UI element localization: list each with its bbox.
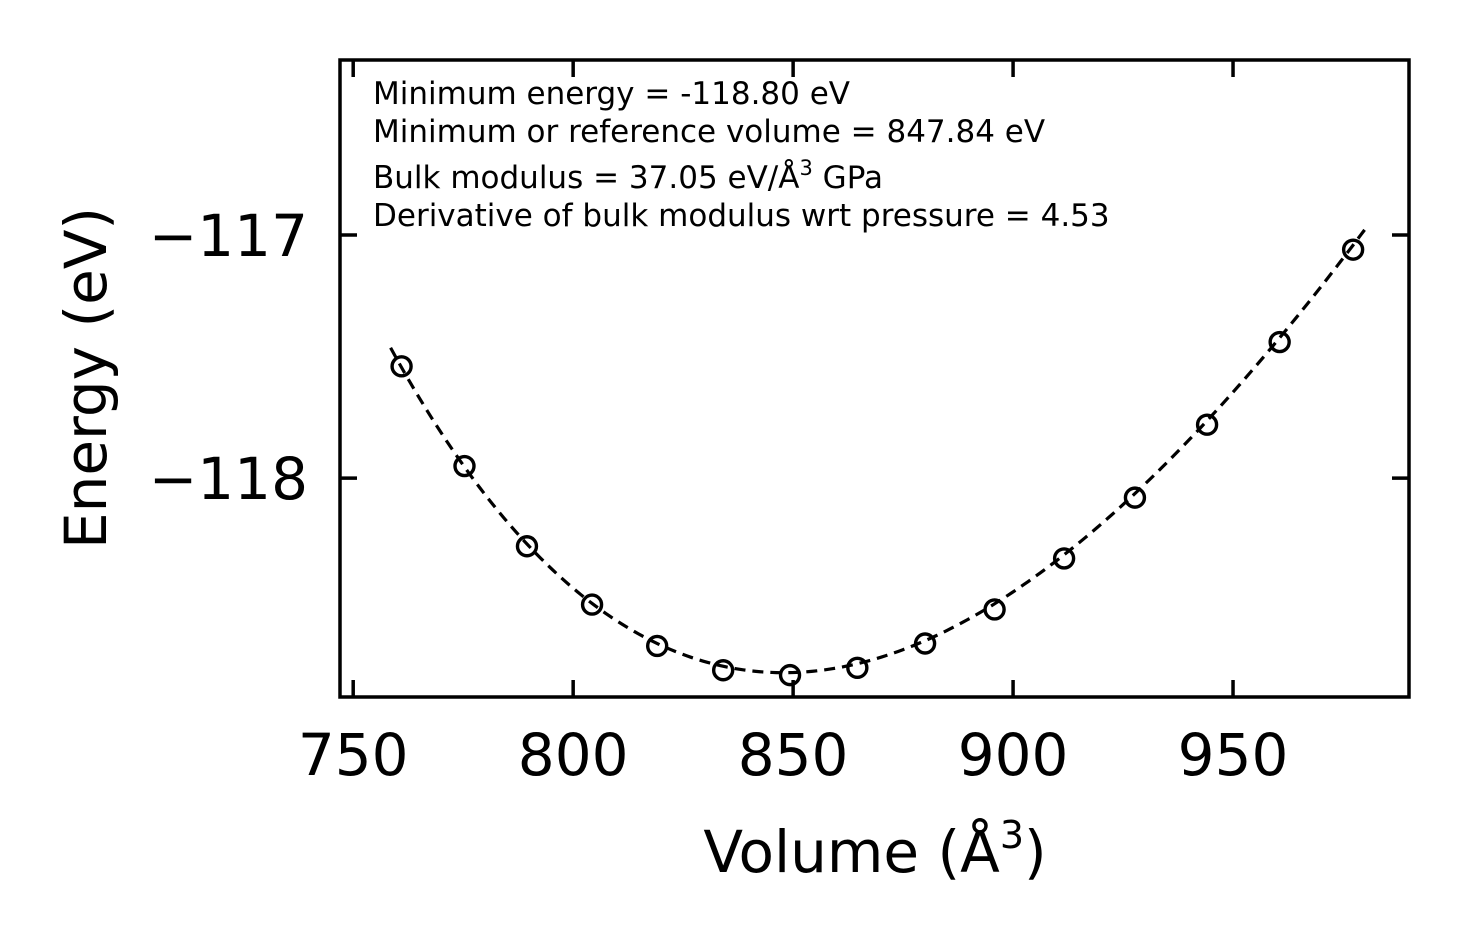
annotation-box: Minimum energy = -118.80 eV Minimum or r… (373, 76, 1110, 234)
x-axis-label: Volume (Å3) (703, 813, 1046, 886)
data-point (1341, 238, 1365, 261)
data-point (1195, 413, 1219, 436)
x-tick-label: 750 (298, 721, 409, 789)
x-tick-label: 900 (958, 721, 1069, 789)
data-point (1052, 547, 1076, 570)
fit-curve (389, 228, 1367, 675)
data-point (515, 535, 539, 558)
y-tick-label: −118 (149, 445, 308, 513)
x-axis-ticks: 750 800 850 900 950 (298, 60, 1289, 789)
data-point (778, 663, 802, 687)
data-point (645, 634, 669, 658)
data-markers (390, 238, 1365, 687)
data-point (1123, 486, 1147, 509)
annotation-ref-volume: Minimum or reference volume = 847.84 eV (373, 114, 1045, 150)
y-axis-label: Energy (eV) (52, 207, 120, 549)
data-point (711, 659, 735, 682)
data-point (846, 656, 869, 680)
annotation-bulk-modulus-derivative: Derivative of bulk modulus wrt pressure … (373, 198, 1110, 234)
data-point (580, 593, 604, 616)
data-point (983, 598, 1006, 621)
x-tick-label: 950 (1178, 721, 1289, 789)
plot-frame (338, 58, 1411, 699)
data-point (1268, 330, 1291, 354)
data-point (913, 632, 937, 655)
x-tick-label: 850 (738, 721, 849, 789)
annotation-min-energy: Minimum energy = -118.80 eV (373, 76, 850, 112)
data-point (390, 355, 413, 378)
y-tick-label: −117 (149, 202, 308, 270)
data-point (453, 454, 476, 478)
annotation-bulk-modulus: Bulk modulus = 37.05 eV/Å3 GPa (373, 156, 883, 196)
x-tick-label: 800 (518, 721, 629, 789)
y-axis-ticks: −117 −118 (149, 202, 1409, 513)
